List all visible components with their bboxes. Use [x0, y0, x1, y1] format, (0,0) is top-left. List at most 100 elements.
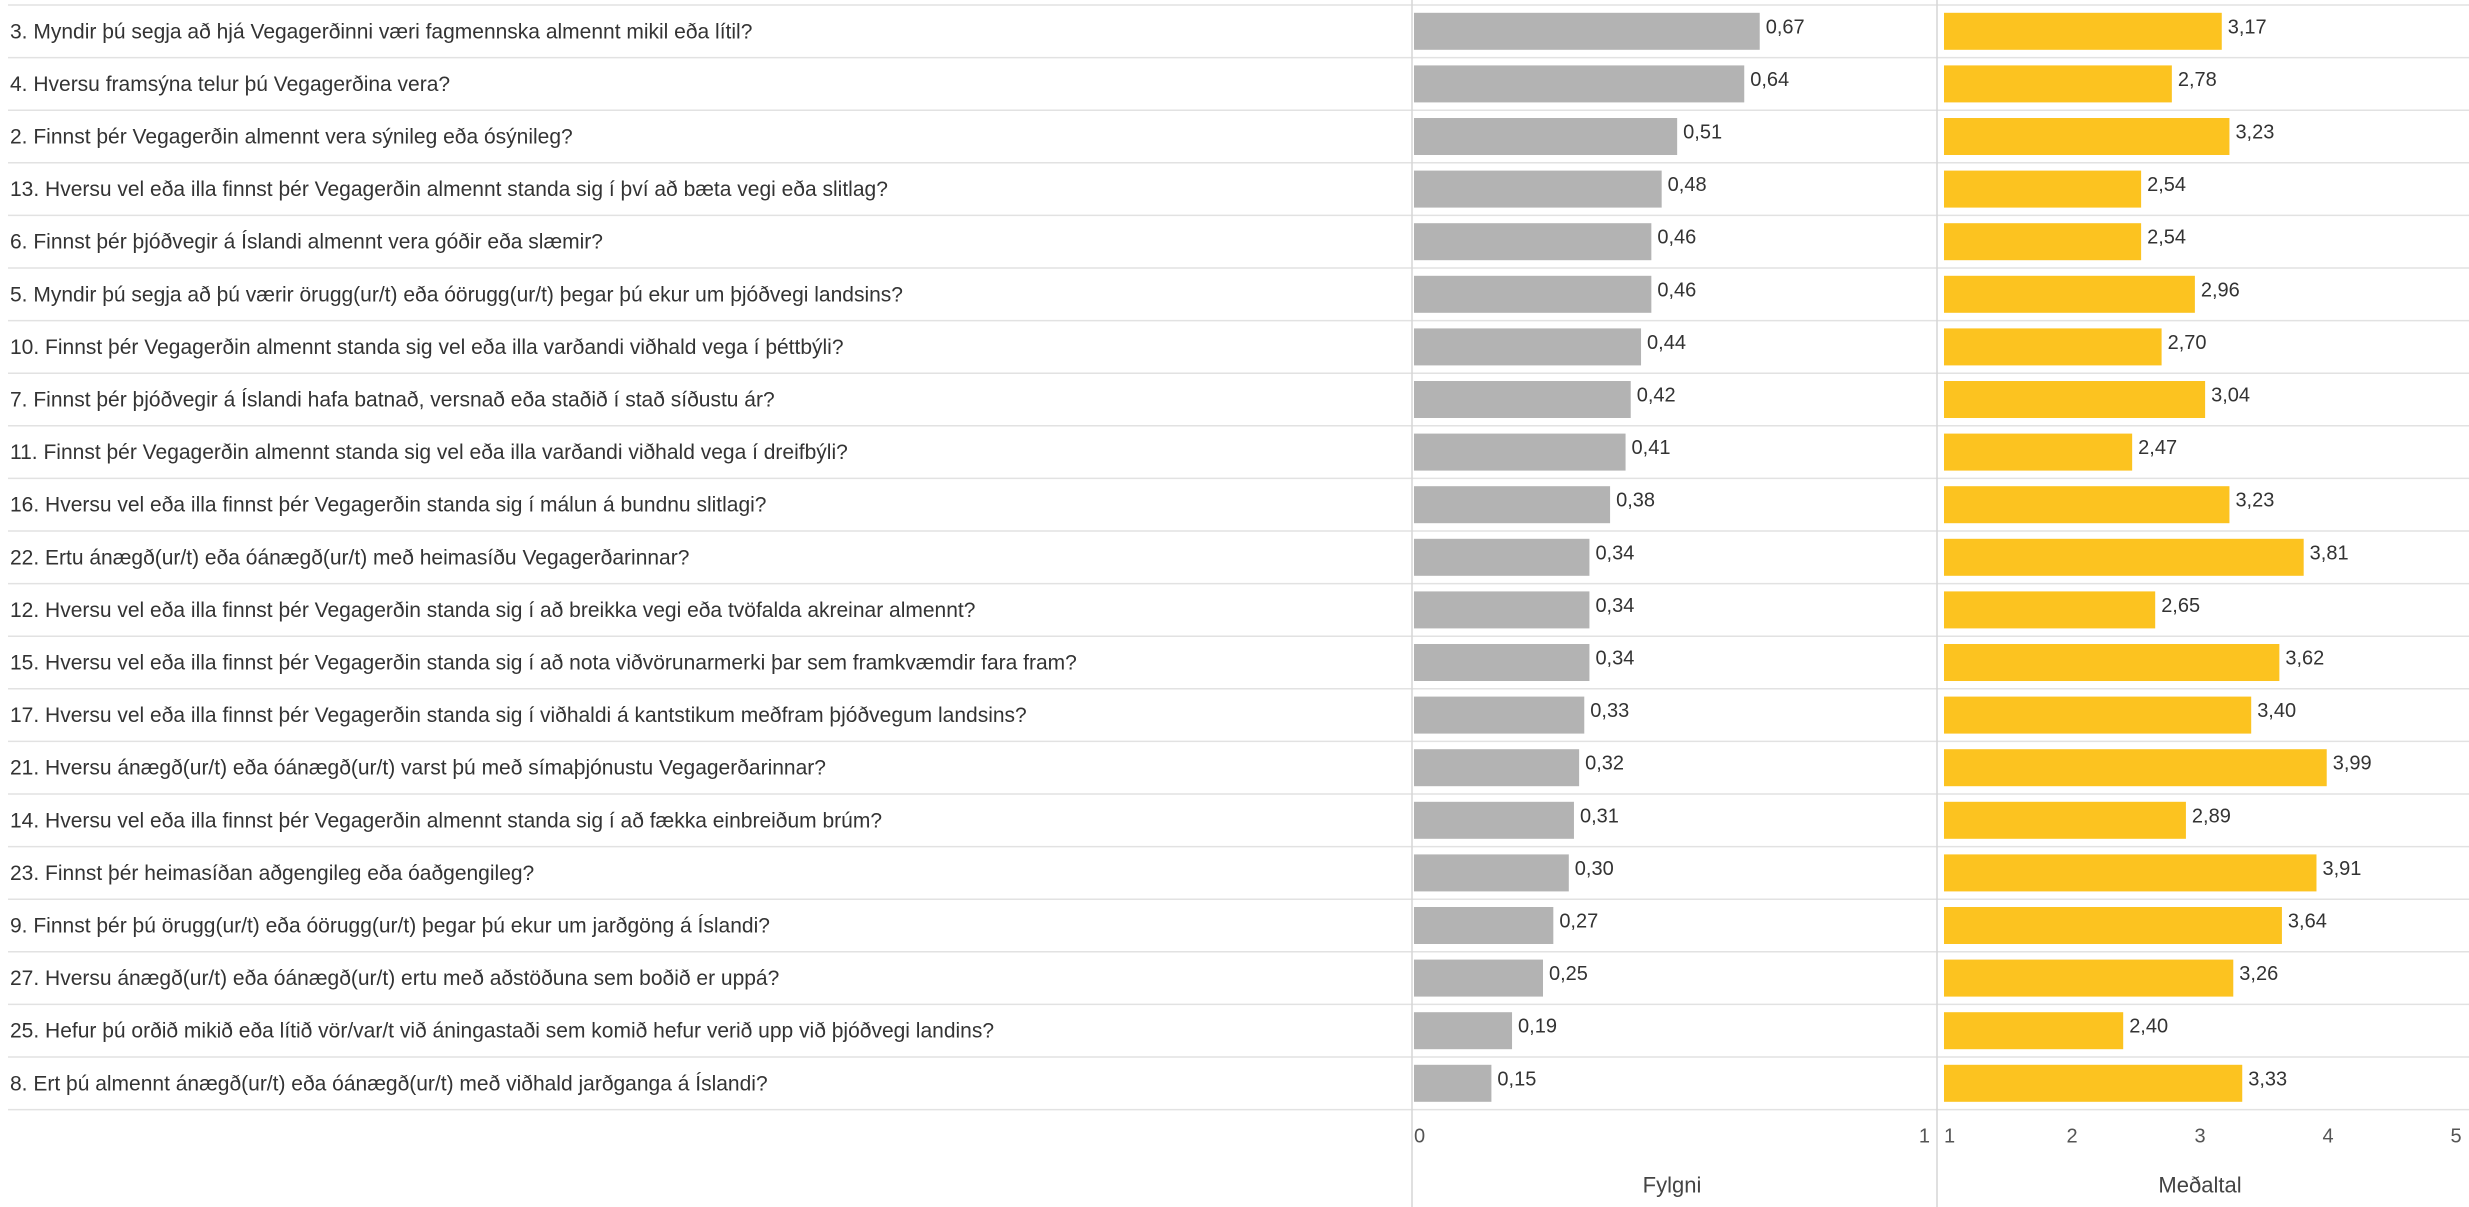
question-label: 8. Ert þú almennt ánægð(ur/t) eða óánægð…	[10, 1072, 768, 1095]
medaltal-bar	[1944, 854, 2317, 892]
medaltal-bar	[1944, 170, 2142, 208]
fylgni-bar	[1414, 170, 1662, 208]
question-label: 7. Finnst þér þjóðvegir á Íslandi hafa b…	[10, 389, 775, 412]
medaltal-value-label: 3,23	[2235, 122, 2274, 144]
fylgni-bar	[1414, 854, 1569, 892]
medaltal-bar	[1944, 118, 2230, 155]
medaltal-value-label: 2,70	[2168, 332, 2207, 354]
fylgni-bar	[1414, 1012, 1513, 1050]
fylgni-value-label: 0,42	[1637, 385, 1676, 407]
medaltal-bar	[1944, 749, 2327, 787]
medaltal-value-label: 3,04	[2211, 385, 2250, 407]
medaltal-bar	[1944, 275, 2195, 313]
question-label: 5. Myndir þú segja að þú værir örugg(ur/…	[10, 283, 903, 306]
medaltal-bar	[1944, 591, 2156, 629]
question-label: 17. Hversu vel eða illa finnst þér Vegag…	[10, 704, 1027, 727]
medaltal-value-label: 2,78	[2178, 69, 2217, 91]
medaltal-bar	[1944, 1064, 2243, 1102]
fylgni-value-label: 0,32	[1585, 753, 1624, 775]
fylgni-bar	[1414, 538, 1590, 576]
medaltal-tick-label: 5	[2450, 1126, 2461, 1148]
medaltal-value-label: 2,89	[2192, 805, 2231, 827]
medaltal-value-label: 3,62	[2285, 648, 2324, 670]
fylgni-value-label: 0,34	[1595, 595, 1634, 617]
medaltal-bar	[1944, 65, 2172, 103]
medaltal-bar	[1944, 433, 2133, 471]
panel-dividers	[1411, 0, 1938, 1207]
medaltal-value-label: 3,23	[2235, 490, 2274, 512]
medaltal-value-label: 3,91	[2322, 858, 2361, 880]
question-label: 6. Finnst þér þjóðvegir á Íslandi almenn…	[10, 231, 603, 254]
medaltal-bar	[1944, 959, 2234, 997]
fylgni-series: 0,67 0,64 0,51 0,48 0,46 0,46 0,44 0,42 0,41 0,38…	[1414, 12, 1805, 1102]
fylgni-value-label: 0,46	[1657, 279, 1696, 301]
question-label: 25. Hefur þú orðið mikið eða lítið vör/v…	[10, 1020, 994, 1043]
fylgni-bar	[1414, 65, 1745, 103]
question-label: 21. Hversu ánægð(ur/t) eða óánægð(ur/t) …	[10, 757, 826, 780]
medaltal-series: 3,17 2,78 3,23 2,54 2,54 2,96 2,70 3,04 2,47 3,23…	[1944, 12, 2372, 1102]
fylgni-value-label: 0,41	[1632, 437, 1671, 459]
medaltal-bar	[1944, 223, 2142, 261]
medaltal-value-label: 3,26	[2239, 963, 2278, 985]
medaltal-value-label: 2,96	[2201, 279, 2240, 301]
question-label: 2. Finnst þér Vegagerðin almennt vera sý…	[10, 126, 573, 149]
medaltal-value-label: 3,17	[2228, 16, 2267, 38]
fylgni-value-label: 0,15	[1497, 1068, 1536, 1090]
fylgni-value-label: 0,48	[1668, 174, 1707, 196]
medaltal-bar	[1944, 381, 2206, 418]
fylgni-bar	[1414, 12, 1760, 50]
fylgni-bar	[1414, 907, 1554, 944]
fylgni-value-label: 0,27	[1559, 911, 1598, 933]
question-label: 16. Hversu vel eða illa finnst þér Vegag…	[10, 494, 766, 517]
question-label: 23. Finnst þér heimasíðan aðgengileg eða…	[10, 862, 534, 885]
medaltal-value-label: 3,33	[2248, 1068, 2287, 1090]
medaltal-bar	[1944, 801, 2186, 839]
medaltal-tick-label: 2	[2066, 1126, 2077, 1148]
fylgni-bar	[1414, 749, 1580, 787]
fylgni-bar	[1414, 959, 1543, 997]
fylgni-bar	[1414, 328, 1642, 366]
question-label: 27. Hversu ánægð(ur/t) eða óánægð(ur/t) …	[10, 967, 779, 990]
fylgni-bar	[1414, 433, 1626, 471]
question-label: 4. Hversu framsýna telur þú Vegagerðina …	[10, 73, 450, 96]
question-label: 9. Finnst þér þú örugg(ur/t) eða óörugg(…	[10, 915, 770, 938]
medaltal-value-label: 3,81	[2310, 542, 2349, 564]
medaltal-tick-label: 1	[1944, 1126, 1955, 1148]
medaltal-value-label: 2,65	[2161, 595, 2200, 617]
fylgni-bar	[1414, 591, 1590, 629]
fylgni-tick-label: 0	[1414, 1126, 1425, 1148]
medaltal-value-label: 3,64	[2288, 911, 2327, 933]
fylgni-bar	[1414, 275, 1652, 313]
medaltal-bar	[1944, 486, 2230, 524]
fylgni-bar	[1414, 223, 1652, 261]
fylgni-bar	[1414, 486, 1611, 524]
question-label: 10. Finnst þér Vegagerðin almennt standa…	[10, 336, 844, 359]
fylgni-bar	[1414, 644, 1590, 681]
medaltal-value-label: 3,99	[2333, 753, 2372, 775]
fylgni-bar	[1414, 696, 1585, 734]
fylgni-value-label: 0,30	[1575, 858, 1614, 880]
fylgni-bar	[1414, 1064, 1492, 1102]
row-separators	[8, 4, 2469, 1111]
medaltal-value-label: 3,40	[2257, 700, 2296, 722]
medaltal-value-label: 2,47	[2138, 437, 2177, 459]
question-label: 3. Myndir þú segja að hjá Vegagerðinni v…	[10, 20, 752, 43]
medaltal-tick-label: 3	[2194, 1126, 2205, 1148]
medaltal-axis-title: Meðaltal	[2158, 1173, 2241, 1198]
medaltal-tick-label: 4	[2322, 1126, 2333, 1148]
fylgni-bar	[1414, 118, 1678, 155]
medaltal-bar	[1944, 328, 2162, 366]
question-label: 11. Finnst þér Vegagerðin almennt standa…	[10, 441, 848, 464]
fylgni-value-label: 0,51	[1683, 122, 1722, 144]
fylgni-value-label: 0,25	[1549, 963, 1588, 985]
question-label: 13. Hversu vel eða illa finnst þér Vegag…	[10, 178, 888, 201]
question-label: 15. Hversu vel eða illa finnst þér Vegag…	[10, 652, 1077, 675]
question-label: 22. Ertu ánægð(ur/t) eða óánægð(ur/t) me…	[10, 546, 689, 569]
fylgni-axis-title: Fylgni	[1643, 1173, 1702, 1198]
fylgni-value-label: 0,34	[1595, 648, 1634, 670]
medaltal-bar	[1944, 696, 2252, 734]
fylgni-value-label: 0,19	[1518, 1016, 1557, 1038]
fylgni-value-label: 0,34	[1595, 542, 1634, 564]
fylgni-value-label: 0,64	[1750, 69, 1789, 91]
